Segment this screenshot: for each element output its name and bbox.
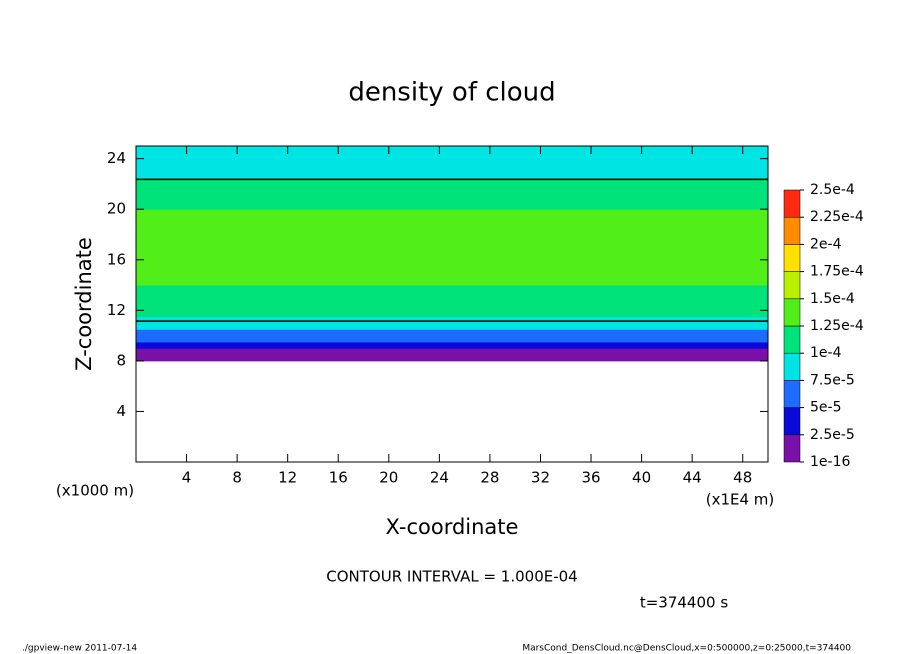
y-tick-label: 12 bbox=[107, 301, 126, 319]
heat-cell bbox=[136, 316, 768, 324]
colorbar-label: 2.5e-5 bbox=[810, 427, 855, 443]
colorbar-label: 2e-4 bbox=[810, 236, 842, 252]
colorbar-swatch bbox=[783, 380, 801, 408]
heat-cell bbox=[136, 221, 768, 235]
heat-cell bbox=[136, 272, 768, 286]
plot-frame bbox=[135, 145, 769, 463]
heat-cell bbox=[136, 146, 768, 160]
colorbar-label: 1e-4 bbox=[810, 345, 842, 361]
colorbar-label: 5e-5 bbox=[810, 400, 841, 416]
heat-cell bbox=[136, 341, 768, 349]
colorbar-swatch bbox=[783, 271, 801, 300]
heat-cell bbox=[136, 196, 768, 210]
colorbar-label: 1.25e-4 bbox=[810, 318, 864, 334]
x-tick-label: 48 bbox=[733, 469, 752, 487]
colorbar-swatch bbox=[783, 325, 801, 354]
heat-cell bbox=[136, 259, 768, 273]
colorbar-label: 7.5e-5 bbox=[810, 372, 855, 388]
heat-cell bbox=[136, 177, 768, 185]
footer-left: ./gpview-new 2011-07-14 bbox=[22, 644, 137, 654]
colorbar-swatch bbox=[783, 298, 801, 327]
colorbar-label: 1.5e-4 bbox=[810, 291, 855, 307]
y-axis-label: Z-coordinate bbox=[72, 237, 96, 371]
heat-cell bbox=[136, 297, 768, 311]
contour-interval: CONTOUR INTERVAL = 1.000E-04 bbox=[326, 568, 577, 586]
heat-cell bbox=[136, 247, 768, 261]
heat-cell bbox=[136, 183, 768, 198]
y-tick-label: 8 bbox=[116, 351, 126, 369]
colorbar-swatch bbox=[783, 434, 801, 463]
y-tick-label: 16 bbox=[107, 250, 126, 268]
heat-cell bbox=[136, 158, 768, 172]
colorbar-label: 2.25e-4 bbox=[810, 209, 864, 225]
colorbar-label: 1.75e-4 bbox=[810, 264, 864, 280]
x-tick-label: 12 bbox=[278, 469, 297, 487]
x-unit: (x1E4 m) bbox=[706, 491, 775, 509]
heat-cell bbox=[136, 310, 768, 318]
colorbar-swatch bbox=[783, 244, 801, 272]
colorbar-swatch bbox=[783, 352, 801, 381]
heat-cell bbox=[136, 285, 768, 299]
heat-cell bbox=[136, 354, 768, 362]
y-unit: (x1000 m) bbox=[56, 482, 134, 500]
colorbar-swatch bbox=[783, 189, 801, 218]
footer-right: MarsCond_DensCloud.nc@DensCloud,x=0:5000… bbox=[522, 644, 851, 654]
heat-cell bbox=[136, 209, 768, 223]
x-axis-label: X-coordinate bbox=[386, 515, 519, 539]
x-tick-label: 32 bbox=[531, 469, 550, 487]
x-tick-label: 20 bbox=[379, 469, 398, 487]
time-label: t=374400 s bbox=[640, 594, 728, 612]
y-tick-label: 4 bbox=[116, 402, 126, 420]
heat-cell bbox=[136, 234, 768, 248]
x-tick-label: 40 bbox=[632, 469, 651, 487]
y-tick-label: 24 bbox=[107, 149, 126, 167]
x-tick-label: 24 bbox=[430, 469, 449, 487]
heat-cell bbox=[136, 329, 768, 337]
colorbar-swatch bbox=[783, 216, 801, 245]
x-tick-label: 28 bbox=[480, 469, 499, 487]
heat-cell bbox=[136, 171, 768, 179]
x-tick-label: 36 bbox=[581, 469, 600, 487]
heat-cell bbox=[136, 322, 768, 330]
colorbar-label: 2.5e-4 bbox=[810, 182, 855, 198]
chart-title: density of cloud bbox=[348, 78, 555, 108]
colorbar-label: 1e-16 bbox=[810, 454, 850, 470]
x-tick-label: 4 bbox=[182, 469, 192, 487]
heat-cell bbox=[136, 348, 768, 356]
x-tick-label: 44 bbox=[683, 469, 702, 487]
x-tick-label: 8 bbox=[232, 469, 242, 487]
heat-cell bbox=[136, 335, 768, 343]
y-tick-label: 20 bbox=[107, 200, 126, 218]
colorbar-swatch bbox=[783, 407, 801, 436]
x-tick-label: 16 bbox=[329, 469, 348, 487]
